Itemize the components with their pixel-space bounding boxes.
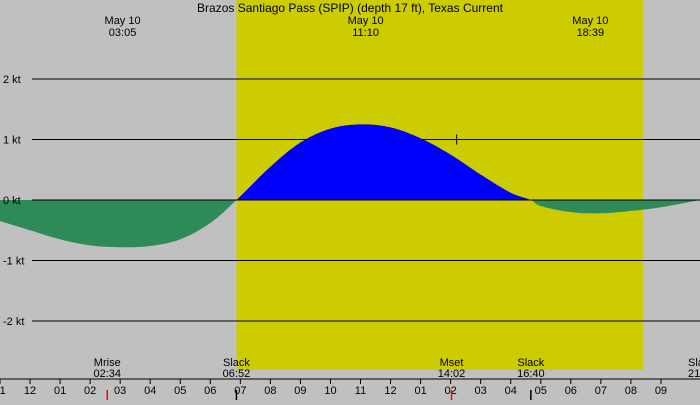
top-label-date: May 10 xyxy=(105,15,141,27)
current-time-marker xyxy=(451,134,462,145)
y-tick-label: -1 kt xyxy=(3,256,24,268)
hour-tick-label: 09 xyxy=(655,385,667,397)
hour-tick-label: 04 xyxy=(144,385,156,397)
chart-title: Brazos Santiago Pass (SPIP) (depth 17 ft… xyxy=(197,1,504,15)
hour-tick-label: 03 xyxy=(114,385,126,397)
ebb-area xyxy=(530,200,700,214)
event-time: 02:34 xyxy=(93,368,121,380)
ebb-area xyxy=(0,200,237,248)
event-name: Slack xyxy=(517,357,544,369)
bottom-event-labels: Mrise02:34Slack06:52Mset14:02Slack16:40S… xyxy=(93,357,700,380)
flood-area xyxy=(236,124,531,200)
hour-tick-label: 04 xyxy=(505,385,517,397)
hour-tick-label: 08 xyxy=(264,385,276,397)
hour-tick-label: 10 xyxy=(324,385,336,397)
y-axis-labels: 2 kt 1 kt 0 kt -1 kt -2 kt xyxy=(3,74,24,328)
event-time: 06:52 xyxy=(223,368,251,380)
event-name: Mrise xyxy=(94,357,121,369)
hour-tick-label: 07 xyxy=(234,385,246,397)
top-label-date: May 10 xyxy=(572,15,608,27)
event-time: 14:02 xyxy=(438,368,466,380)
hour-tick-label: 11 xyxy=(0,385,6,397)
top-label-time: 03:05 xyxy=(109,27,137,39)
event-name: Slack xyxy=(223,357,250,369)
event-time: 21: xyxy=(688,368,700,380)
current-area-series xyxy=(0,124,700,248)
hour-tick-label: 08 xyxy=(625,385,637,397)
hour-tick-label: 11 xyxy=(355,385,366,397)
y-tick-label: -2 kt xyxy=(3,316,24,328)
top-label-time: 11:10 xyxy=(352,27,379,39)
hour-tick-label: 01 xyxy=(54,385,66,397)
y-tick-label: 1 kt xyxy=(3,135,21,147)
hour-tick-label: 07 xyxy=(595,385,607,397)
hour-tick-label: 12 xyxy=(384,385,396,397)
event-name: Sla xyxy=(688,357,700,369)
y-tick-label: 2 kt xyxy=(3,74,21,86)
hour-tick-label: 02 xyxy=(445,385,457,397)
hour-tick-label: 05 xyxy=(174,385,186,397)
hour-tick-label: 05 xyxy=(535,385,547,397)
top-label-date: May 10 xyxy=(348,15,384,27)
hour-tick-label: 02 xyxy=(84,385,96,397)
y-tick-label: 0 kt xyxy=(3,195,21,207)
hour-tick-label: 03 xyxy=(475,385,487,397)
hour-tick-label: 06 xyxy=(565,385,577,397)
hour-tick-label: 12 xyxy=(24,385,36,397)
event-name: Mset xyxy=(440,357,464,369)
hour-tick-label: 06 xyxy=(204,385,216,397)
hour-tick-label: 09 xyxy=(294,385,306,397)
top-label-time: 18:39 xyxy=(577,27,605,39)
hour-tick-label: 01 xyxy=(414,385,426,397)
x-axis-hour-ticks: 11 12 01 02 03 04 05 06 07 08 09 10 11 12 01 02 03 04 05 06… xyxy=(0,378,700,400)
event-time: 16:40 xyxy=(517,368,545,380)
